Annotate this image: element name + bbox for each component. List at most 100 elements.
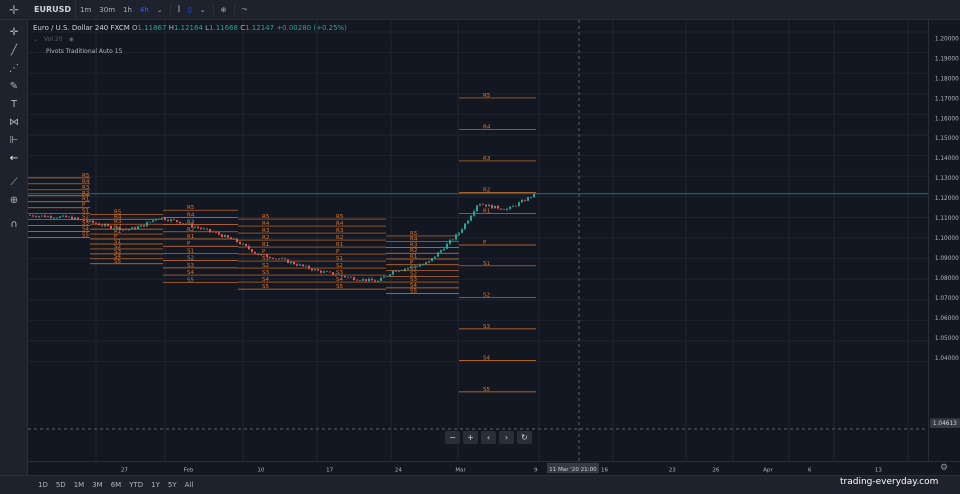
range-1y[interactable]: 1Y: [151, 481, 160, 489]
crosshair-menu-icon[interactable]: ✛: [8, 2, 20, 17]
pivot-label: S5: [336, 284, 343, 290]
range-1m[interactable]: 1M: [73, 481, 85, 489]
candle-body: [332, 272, 334, 275]
candle-body: [452, 239, 454, 241]
zoom-tool-icon[interactable]: ⊕: [9, 194, 19, 206]
pivot-label: S3: [336, 270, 343, 276]
range-all[interactable]: All: [184, 481, 194, 489]
candle-body: [179, 221, 181, 224]
pivot-label: S5: [187, 277, 194, 283]
toolbar-divider: [212, 3, 214, 16]
range-1d[interactable]: 1D: [38, 481, 48, 489]
candle-body: [104, 224, 106, 226]
pattern-tool-icon[interactable]: ⋈: [9, 116, 19, 128]
candle-body: [35, 216, 37, 218]
candle-body: [80, 219, 82, 220]
interval-30m[interactable]: 30m: [99, 5, 116, 14]
candle-body: [95, 222, 97, 224]
candle-body: [488, 204, 490, 207]
time-tick-label: 17: [326, 467, 334, 473]
magnet-tool-icon[interactable]: ∩: [10, 218, 18, 230]
candle-body: [404, 268, 406, 271]
pivot-label: R2: [410, 248, 417, 254]
candle-body: [245, 243, 247, 247]
zoom-out-button[interactable]: −: [445, 431, 460, 444]
fib-tool-icon[interactable]: ⋰: [9, 62, 19, 74]
text-tool-icon[interactable]: T: [10, 98, 18, 110]
bar-style-icon[interactable]: ⫿: [177, 5, 180, 13]
ruler-tool-icon[interactable]: ⟋: [10, 176, 18, 188]
price-tick-label: 1.10000: [935, 236, 959, 242]
chart-navigation: − + ‹ › ↻: [445, 431, 532, 444]
interval-4h[interactable]: 4h: [139, 5, 149, 14]
candle-body: [479, 204, 481, 206]
candle-body: [158, 218, 160, 220]
price-axis[interactable]: 1.20000 1.19000 1.18000 1.17000 1.16000 1.150…: [928, 20, 960, 461]
candle-body: [194, 226, 196, 228]
compare-icon[interactable]: ⤳: [241, 5, 248, 13]
time-axis[interactable]: 27 Feb 10 17 24 Mar 9 16 23 26 Apr 6 13 11 Mar '20 21…: [28, 461, 960, 475]
candle-body: [299, 264, 301, 266]
scroll-right-button[interactable]: ›: [499, 431, 514, 444]
candle-body: [482, 204, 484, 205]
price-tick-label: 1.18000: [935, 76, 959, 82]
pivot-label: S4: [336, 277, 343, 283]
candle-body: [419, 265, 421, 267]
range-5d[interactable]: 5D: [55, 481, 66, 489]
candle-body: [29, 215, 31, 216]
pivot-label: R2: [82, 191, 89, 197]
candle-body: [278, 258, 280, 260]
candle-body: [98, 223, 100, 226]
time-tick-label: 13: [875, 467, 883, 473]
symbol-search[interactable]: EURUSD: [28, 0, 76, 20]
collapse-chevron-icon[interactable]: ⌄: [33, 36, 39, 43]
range-ytd[interactable]: YTD: [129, 481, 144, 489]
brush-tool-icon[interactable]: ✎: [9, 80, 19, 92]
range-3m[interactable]: 3M: [92, 481, 103, 489]
pivot-label: R4: [187, 212, 195, 218]
pivot-label: S4: [262, 277, 269, 283]
price-tick-label: 1.14000: [935, 156, 959, 162]
scroll-left-button[interactable]: ‹: [481, 431, 496, 444]
candle-body: [497, 205, 499, 209]
candle-body: [527, 197, 529, 201]
range-6m[interactable]: 6M: [110, 481, 122, 489]
chart-type-dropdown-icon[interactable]: ⌄: [199, 5, 206, 14]
prediction-tool-icon[interactable]: ⊩: [9, 134, 19, 146]
candle-body: [386, 275, 388, 277]
candle-body: [320, 270, 322, 273]
candle-body: [122, 229, 124, 231]
eye-icon[interactable]: ◉: [68, 36, 74, 43]
pivot-label: P: [336, 249, 340, 255]
interval-1m[interactable]: 1m: [80, 5, 92, 14]
pivot-label: S5: [410, 289, 417, 295]
candle-body: [308, 265, 310, 269]
pivot-label: R5: [483, 93, 491, 99]
price-chart[interactable]: R5R4R3R2R1PS1S2S3S4S5R5R4R3R2R1PS1S2S3S4…: [28, 20, 928, 461]
pivot-label: P: [82, 203, 86, 209]
reset-chart-button[interactable]: ↻: [517, 431, 532, 444]
add-indicator-icon[interactable]: ⊕: [220, 5, 227, 14]
back-arrow-icon[interactable]: ←: [9, 152, 19, 164]
candle-body: [242, 243, 244, 245]
candles-style-icon[interactable]: ▯: [187, 5, 192, 14]
pivot-label: R3: [114, 219, 122, 225]
range-5y[interactable]: 5Y: [167, 481, 177, 489]
candle-body: [377, 280, 379, 282]
zoom-in-button[interactable]: +: [463, 431, 478, 444]
pivot-label: R3: [187, 220, 195, 226]
legend-close-label: C: [240, 24, 246, 32]
candle-body: [500, 208, 502, 210]
time-tick-label: 26: [712, 467, 720, 473]
crosshair-tool-icon[interactable]: ✛: [9, 26, 19, 38]
interval-dropdown-icon[interactable]: ⌄: [156, 5, 163, 14]
candle-body: [374, 280, 376, 282]
pivot-label: S2: [262, 263, 269, 269]
interval-1h[interactable]: 1h: [123, 5, 132, 14]
time-tick-label: 24: [395, 467, 403, 473]
pivot-label: R1: [336, 242, 343, 248]
candle-body: [170, 219, 172, 221]
settings-gear-icon[interactable]: ⚙: [940, 463, 949, 473]
candle-body: [251, 249, 253, 253]
trend-line-tool-icon[interactable]: ╱: [10, 44, 18, 56]
